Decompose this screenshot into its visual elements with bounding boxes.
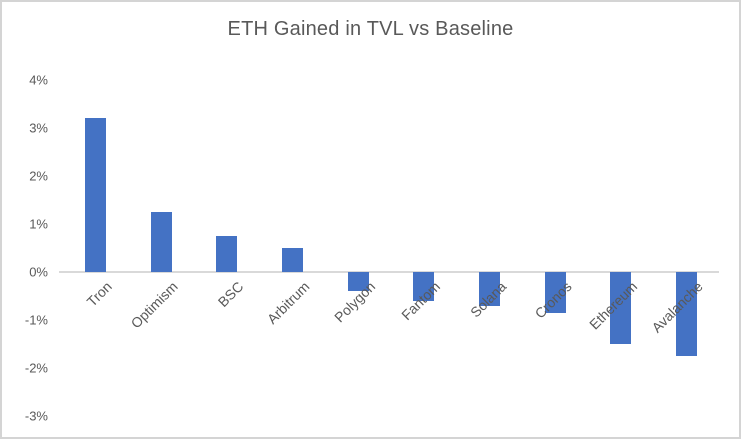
bar-fantom [413,272,435,301]
y-tick-label: 4% [29,72,48,88]
bar-tron [84,118,106,272]
y-tick-label: -2% [24,360,48,376]
bar-solana [479,272,500,306]
x-axis-line [59,271,719,273]
y-tick-label: -1% [24,312,48,328]
category-label: Optimism [127,278,181,332]
bar-optimism [150,212,172,272]
bar-bsc [216,236,238,272]
y-tick-label: 2% [29,168,48,184]
chart-title: ETH Gained in TVL vs Baseline [227,18,514,40]
y-tick-label: -3% [24,408,48,424]
bar-avalanche [676,272,698,356]
y-tick-label: 0% [29,264,48,280]
bar-ethereum [610,272,632,344]
bar-arbitrum [281,248,303,272]
category-label: BSC [214,278,247,310]
bar-polygon [347,272,369,292]
y-tick-label: 3% [29,120,48,136]
category-label: Arbitrum [263,278,313,328]
category-label: Tron [83,278,115,310]
bar-cronos [544,272,566,313]
y-tick-label: 1% [29,216,48,232]
y-axis: 4% 3% 2% 1% 0% -1% -2% -3% [2,2,48,437]
